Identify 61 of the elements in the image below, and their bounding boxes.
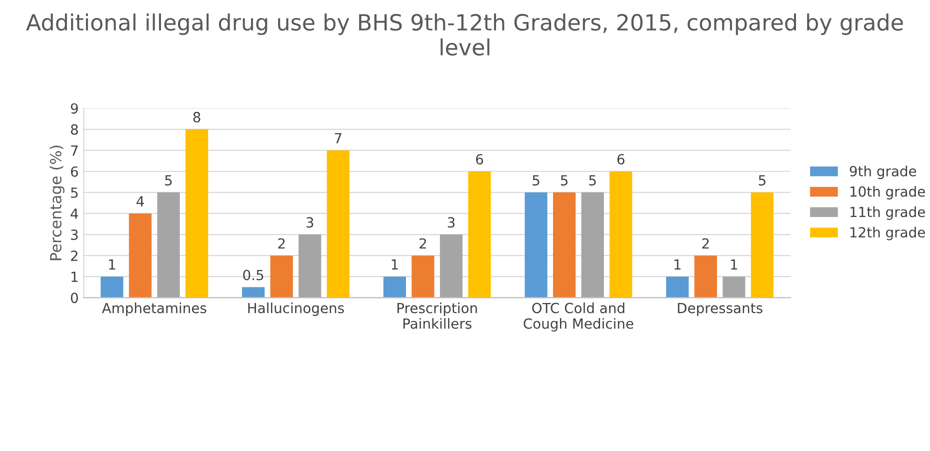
y-tick-label: 2 xyxy=(71,250,78,261)
bar xyxy=(581,192,604,298)
data-label: 2 xyxy=(420,238,426,249)
data-label: 5 xyxy=(560,175,568,186)
data-label: 5 xyxy=(165,175,172,186)
y-tick-label: 6 xyxy=(70,166,78,177)
data-label: 2 xyxy=(278,238,285,249)
data-label: 1 xyxy=(731,259,738,270)
y-tick-label: 8 xyxy=(70,124,78,135)
legend-label: 12th grade xyxy=(850,226,925,240)
bar xyxy=(666,276,689,298)
y-tick-label: 7 xyxy=(71,145,78,156)
legend-label: 11th grade xyxy=(850,206,925,220)
data-label: 4 xyxy=(136,196,144,206)
data-label: 6 xyxy=(476,154,484,165)
data-label: 3 xyxy=(448,217,455,228)
data-label: 1 xyxy=(392,259,398,270)
bar xyxy=(440,234,463,298)
data-label: 2 xyxy=(702,238,709,249)
data-label: 7 xyxy=(334,133,342,144)
bar xyxy=(468,171,491,298)
x-tick-label: Prescription Painkillers xyxy=(397,302,477,329)
x-tick-label: Depressants xyxy=(678,302,762,316)
bar xyxy=(694,256,717,298)
data-label: 1 xyxy=(109,259,116,270)
bar xyxy=(298,234,322,298)
bar xyxy=(100,276,124,298)
bar xyxy=(242,287,265,298)
data-label: 6 xyxy=(617,154,624,165)
x-tick-label: Hallucinogens xyxy=(248,302,344,316)
bar xyxy=(270,256,293,298)
bar xyxy=(185,129,208,298)
y-tick-label: 5 xyxy=(71,188,78,198)
data-label: 3 xyxy=(306,217,314,228)
legend-label: 10th grade xyxy=(850,186,925,200)
bar xyxy=(128,213,152,298)
bar xyxy=(326,150,350,298)
data-label: 5 xyxy=(758,175,766,186)
bar xyxy=(750,192,774,298)
x-tick-label: Amphetamines xyxy=(102,302,206,316)
legend-label: 9th grade xyxy=(850,166,916,180)
chart-title: Additional illegal drug use by BHS 9th-12th Graders, 2015, compared by grade level xyxy=(26,14,903,56)
x-tick-label: OTC Cold and Cough Medicine xyxy=(524,302,634,332)
bar xyxy=(157,192,180,298)
bar xyxy=(383,276,406,298)
data-label: 8 xyxy=(193,112,200,122)
bar xyxy=(610,171,632,298)
data-label: 1 xyxy=(674,259,681,270)
bar xyxy=(524,192,548,298)
y-tick-label: 9 xyxy=(70,103,78,114)
y-tick-label: 3 xyxy=(71,229,78,240)
bar xyxy=(412,256,434,298)
bar xyxy=(722,276,746,298)
y-axis-title: Percentage (%) xyxy=(50,146,64,260)
y-tick-label: 1 xyxy=(72,272,78,282)
data-label: 5 xyxy=(589,175,596,186)
data-label: 5 xyxy=(532,175,540,186)
bar xyxy=(553,192,576,298)
y-tick-label: 4 xyxy=(70,208,78,219)
y-tick-label: 0 xyxy=(70,292,78,304)
data-label: 0.5 xyxy=(243,270,264,280)
